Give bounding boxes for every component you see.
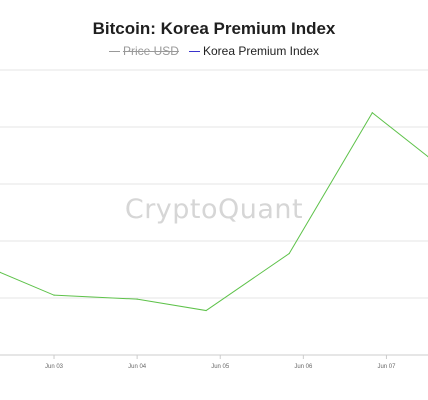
chart-legend: Price USD Korea Premium Index [0,44,428,58]
series-group [0,112,428,312]
data-point[interactable] [53,294,55,296]
x-tick-label: Jun 07 [377,364,396,370]
data-point[interactable] [288,252,290,255]
data-point[interactable] [371,112,373,114]
x-tick-label: Jun 05 [211,364,230,370]
watermark-logo: CryptoQuant [124,194,304,225]
data-point[interactable] [0,271,1,273]
legend-swatch-korea-premium-index [188,50,200,52]
chart-title: Bitcoin: Korea Premium Index [92,19,336,38]
legend-item-price-usd[interactable]: Price USD [108,44,179,58]
x-tick-label: Jun 04 [128,364,147,370]
x-axis-ticks: Jun 03 Jun 04 Jun 05 Jun 06 Jun 07 [45,355,396,370]
legend-swatch-price-usd [108,50,120,52]
legend-label-korea-premium-index: Korea Premium Index [202,44,320,58]
legend-label-price-usd: Price USD [122,44,179,58]
x-tick-label: Jun 06 [294,364,313,370]
series-line-korea-premium-index[interactable] [0,112,428,312]
legend-item-korea-premium-index[interactable]: Korea Premium Index [188,44,320,58]
data-point[interactable] [205,309,207,312]
x-tick-label: Jun 03 [45,364,64,370]
grid-lines [0,69,428,299]
data-point[interactable] [136,298,138,300]
